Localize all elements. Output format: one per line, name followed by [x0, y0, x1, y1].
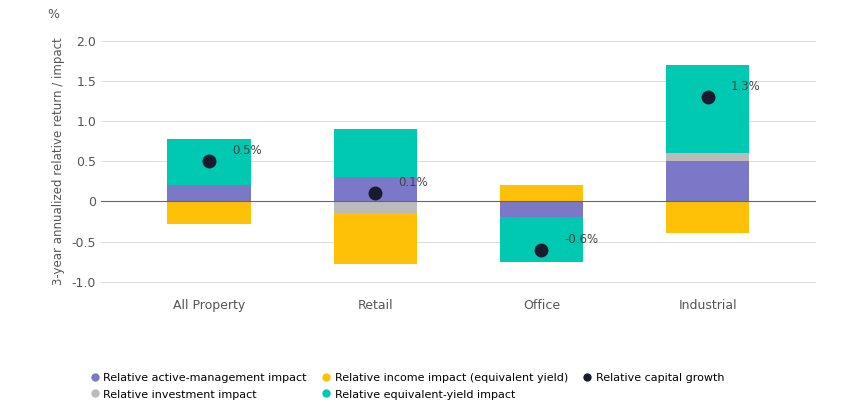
Bar	[167, 185, 251, 201]
Bar	[666, 153, 749, 161]
Bar	[500, 201, 583, 217]
Bar	[167, 201, 251, 224]
Text: -0.6%: -0.6%	[565, 233, 599, 246]
Text: 1.3%: 1.3%	[731, 80, 761, 93]
Text: %: %	[47, 8, 60, 20]
Bar	[666, 161, 749, 201]
Y-axis label: 3-year annualized relative return / impact: 3-year annualized relative return / impa…	[51, 37, 65, 285]
Text: 0.1%: 0.1%	[399, 176, 428, 189]
Bar	[500, 217, 583, 262]
Bar	[334, 201, 417, 213]
Bar	[334, 177, 417, 201]
Text: 0.5%: 0.5%	[232, 144, 262, 157]
Bar	[666, 65, 749, 153]
Bar	[500, 185, 583, 201]
Legend: Relative active-management impact, Relative investment impact, Relative income i: Relative active-management impact, Relat…	[93, 373, 724, 399]
Bar	[167, 139, 251, 185]
Bar	[666, 201, 749, 233]
Bar	[334, 129, 417, 177]
Bar	[334, 201, 417, 264]
